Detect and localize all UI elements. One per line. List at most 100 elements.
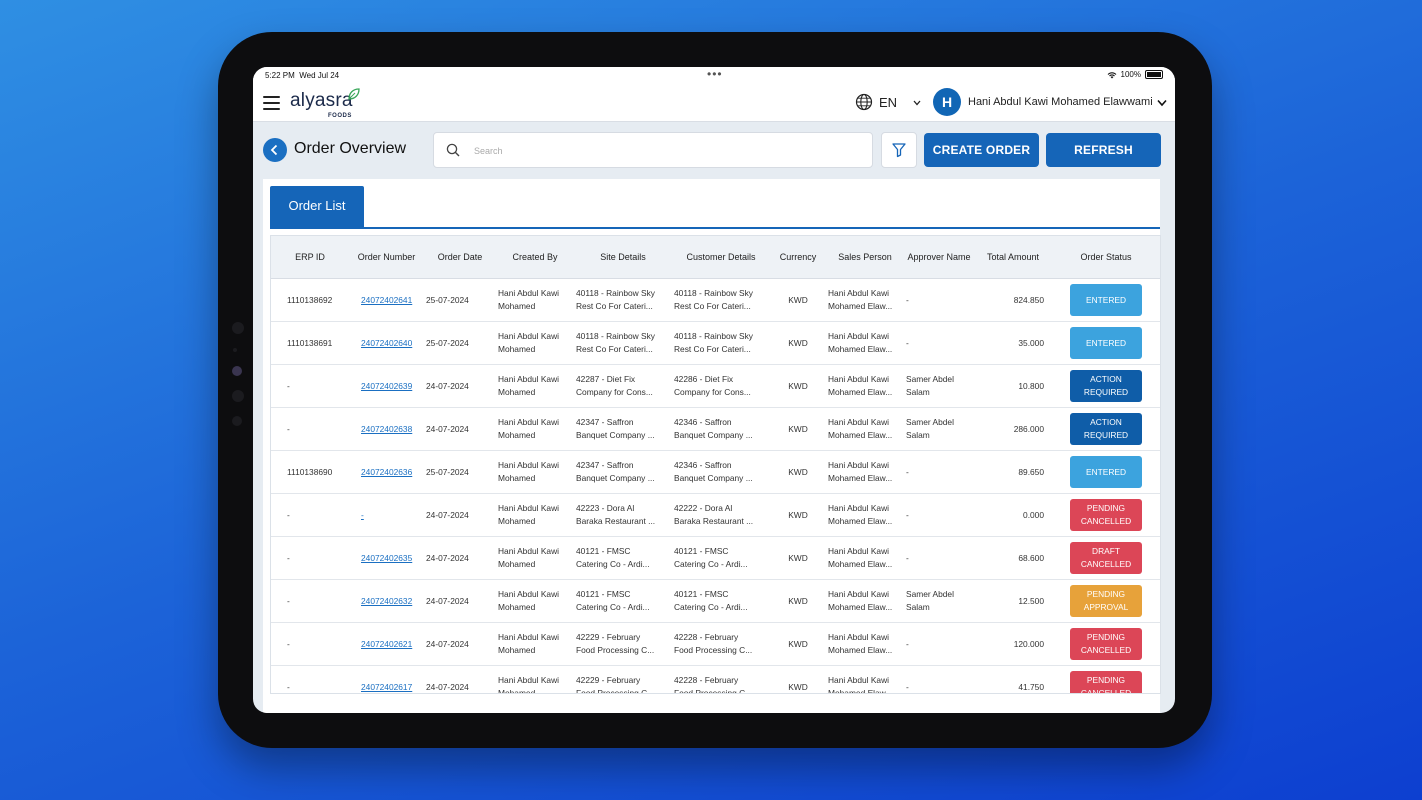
order-number-link[interactable]: 24072402617 [361,682,413,692]
order-number-link[interactable]: 24072402639 [361,381,413,391]
wifi-icon [1107,71,1116,78]
cell-line: Rest Co For Cateri... [674,301,751,311]
order-status-badge[interactable]: ENTERED [1070,327,1142,359]
cell-order-date: 24-07-2024 [424,364,496,408]
column-header: Customer Details [672,236,770,279]
order-number-link[interactable]: 24072402640 [361,338,413,348]
table-row[interactable]: -24072402638 24-07-2024 Hani Abdul Kawi Moh… [271,407,1160,451]
back-button[interactable] [263,138,287,162]
table-row[interactable]: 1110138691 24072402640 25-07-2024 Hani Abdu… [271,321,1160,365]
avatar[interactable]: H [933,88,961,116]
cell-line: Rest Co For Cateri... [674,344,751,354]
cell-erp-id: 1110138690 [271,450,349,494]
cell-site-details: 40118 - Rainbow Sky Rest Co For Cateri... [574,321,672,365]
cell-total-amount: 35.000 [974,321,1052,365]
cell-line: 42223 - Dora Al [576,503,635,513]
order-status-badge[interactable]: PENDING APPROVAL [1070,585,1142,617]
column-header: Order Date [424,236,496,279]
language-selector[interactable]: EN [879,95,898,110]
cell-line: 42229 - February [576,632,641,642]
table-row[interactable]: - -24-07-2024 Hani Abdul Kawi Mohamed 42223 … [271,493,1160,537]
refresh-button[interactable]: REFRESH [1046,133,1161,167]
order-number-link[interactable]: 24072402621 [361,639,413,649]
cell-created-by: Hani Abdul Kawi Mohamed [496,579,574,623]
table-row[interactable]: 1110138692 24072402641 25-07-2024 Hani Abdu… [271,278,1160,322]
order-status-badge[interactable]: DRAFT CANCELLED [1070,542,1142,574]
cell-currency: KWD [770,364,826,408]
cell-line: Mohamed [498,602,536,612]
cell-site-details: 40121 - FMSC Catering Co - Ardi... [574,536,672,580]
table-header-row: ERP ID Order Number Order Date Created By Si… [271,236,1160,279]
cell-line: - [906,638,909,649]
cell-line: Hani Abdul Kawi [498,417,559,427]
table-body: 1110138692 24072402641 25-07-2024 Hani Abdu… [271,278,1160,693]
tab-order-list[interactable]: Order List [270,186,364,227]
column-header: Order Number [349,236,424,279]
order-status-badge[interactable]: ENTERED [1070,456,1142,488]
order-number-link[interactable]: 24072402641 [361,295,413,305]
cell-line: Hani Abdul Kawi [828,417,889,427]
cell-currency: KWD [770,278,826,322]
order-status-badge[interactable]: PENDING CANCELLED [1070,499,1142,531]
filter-button[interactable] [881,132,917,168]
order-number-link[interactable]: 24072402632 [361,596,413,606]
cell-customer-details: 42346 - Saffron Banquet Company ... [672,407,770,451]
orders-table-container[interactable]: ERP ID Order Number Order Date Created By Si… [270,235,1161,694]
search-box[interactable] [433,132,873,168]
menu-icon[interactable] [263,96,280,114]
chevron-down-icon[interactable] [913,100,921,106]
cell-line: Banquet Company ... [674,430,753,440]
cell-line: Hani Abdul Kawi [828,632,889,642]
user-name[interactable]: Hani Abdul Kawi Mohamed Elawwami [968,96,1153,108]
cell-order-date: 24-07-2024 [424,579,496,623]
orders-table: ERP ID Order Number Order Date Created By Si… [271,236,1160,693]
cell-created-by: Hani Abdul Kawi Mohamed [496,493,574,537]
table-row[interactable]: 1110138690 24072402636 25-07-2024 Hani Abdu… [271,450,1160,494]
cell-total-amount: 12.500 [974,579,1052,623]
order-status-badge[interactable]: ACTION REQUIRED [1070,370,1142,402]
table-row[interactable]: -24072402632 24-07-2024 Hani Abdul Kawi Moh… [271,579,1160,623]
table-row[interactable]: -24072402617 24-07-2024 Hani Abdul Kawi Moh… [271,665,1160,693]
cell-line: 40118 - Rainbow Sky [576,331,655,341]
cell-line: Hani Abdul Kawi [498,374,559,384]
page-toolbar: Order Overview CREATE ORDER REFRESH [253,131,1175,169]
search-input[interactable] [472,141,856,161]
order-number-link[interactable]: 24072402638 [361,424,413,434]
cell-currency: KWD [770,579,826,623]
order-number-link[interactable]: - [361,510,364,520]
cell-created-by: Hani Abdul Kawi Mohamed [496,364,574,408]
multitask-dots[interactable]: ••• [707,67,723,81]
order-status-badge[interactable]: ACTION REQUIRED [1070,413,1142,445]
order-status-badge[interactable]: ENTERED [1070,284,1142,316]
cell-erp-id: - [271,622,349,666]
cell-total-amount: 286.000 [974,407,1052,451]
order-status-badge[interactable]: PENDING CANCELLED [1070,628,1142,660]
order-status-badge[interactable]: PENDING CANCELLED [1070,671,1142,693]
chevron-down-icon[interactable] [1157,99,1167,107]
cell-approver: Samer Abdel Salam [904,407,974,451]
globe-icon[interactable] [855,93,873,111]
create-order-button[interactable]: CREATE ORDER [924,133,1039,167]
table-row[interactable]: -24072402635 24-07-2024 Hani Abdul Kawi Moh… [271,536,1160,580]
cell-line: - [906,681,909,692]
cell-line: Banquet Company ... [576,473,655,483]
cell-line: - [906,466,909,477]
cell-line: Mohamed Elaw... [828,645,893,655]
cell-line: 40121 - FMSC [576,589,631,599]
table-row[interactable]: -24072402639 24-07-2024 Hani Abdul Kawi Moh… [271,364,1160,408]
cell-sales-person: Hani Abdul Kawi Mohamed Elaw... [826,579,904,623]
cell-approver: Samer Abdel Salam [904,579,974,623]
cell-created-by: Hani Abdul Kawi Mohamed [496,536,574,580]
cell-line: Mohamed [498,301,536,311]
order-number-link[interactable]: 24072402636 [361,467,413,477]
cell-line: 40118 - Rainbow Sky [674,331,753,341]
cell-approver: - [904,278,974,322]
cell-currency: KWD [770,321,826,365]
cell-customer-details: 40121 - FMSC Catering Co - Ardi... [672,579,770,623]
table-row[interactable]: -24072402621 24-07-2024 Hani Abdul Kawi Moh… [271,622,1160,666]
cell-line: Hani Abdul Kawi [498,675,559,685]
cell-order-date: 24-07-2024 [424,493,496,537]
cell-erp-id: 1110138691 [271,321,349,365]
cell-sales-person: Hani Abdul Kawi Mohamed Elaw... [826,407,904,451]
order-number-link[interactable]: 24072402635 [361,553,413,563]
